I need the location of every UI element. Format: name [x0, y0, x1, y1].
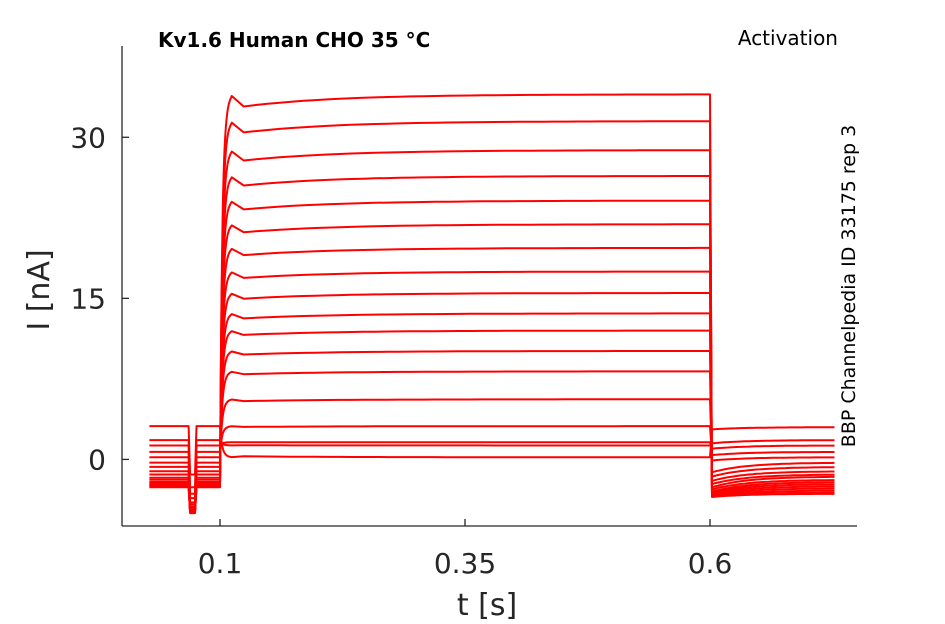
chart-title: Kv1.6 Human CHO 35 °C: [158, 28, 430, 52]
current-trace-6: [149, 370, 835, 506]
current-trace-17: [149, 120, 835, 513]
current-trace-13: [149, 223, 835, 512]
y-tick-label: 15: [70, 282, 106, 315]
current-trace-1: [149, 425, 835, 476]
current-trace-5: [149, 398, 835, 504]
trace-group: [149, 93, 835, 515]
current-trace-4: [149, 425, 835, 500]
current-trace-18: [149, 93, 835, 515]
current-trace-7: [149, 350, 835, 508]
y-axis-label: I [nA]: [22, 249, 57, 330]
y-tick-label: 0: [88, 443, 106, 476]
x-axis-label: t [s]: [457, 588, 517, 623]
current-trace-15: [149, 175, 835, 513]
current-trace-12: [149, 246, 835, 512]
x-tick-label: 0.6: [688, 547, 733, 580]
current-trace-14: [149, 199, 835, 512]
current-trace-9: [149, 312, 835, 510]
current-trace-10: [149, 292, 835, 511]
current-trace-8: [149, 329, 835, 509]
x-tick-label: 0.1: [198, 547, 243, 580]
current-trace-3: [149, 441, 835, 495]
current-trace-2: [149, 439, 835, 489]
x-tick-label: 0.35: [434, 547, 496, 580]
current-trace-11: [149, 270, 835, 511]
current-trace-16: [149, 149, 835, 513]
y-tick-label: 30: [70, 121, 106, 154]
channelpedia-id-label: BBP Channelpedia ID 33175 rep 3: [838, 125, 860, 447]
chart-annotation-activation: Activation: [738, 26, 838, 50]
tick-group: 0.1 0.35 0.6 0 15 30: [70, 121, 732, 580]
